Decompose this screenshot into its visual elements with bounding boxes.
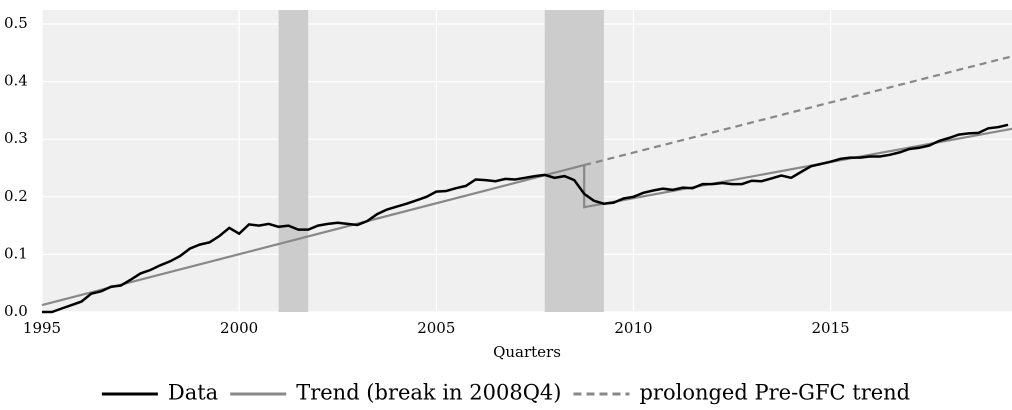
shaded-period [278,10,309,312]
x-tick-label: 2010 [614,319,652,337]
x-tick-label: 2015 [812,319,850,337]
x-axis-label: Quarters [493,343,561,361]
x-tick-label: 2000 [220,319,258,337]
plot-area [42,10,1012,312]
y-tick-label: 0.4 [4,72,28,90]
y-tick-label: 0.5 [4,14,28,32]
y-tick-label: 0.0 [4,302,28,320]
y-tick-label: 0.1 [4,244,28,262]
x-tick-label: 1995 [23,319,61,337]
x-tick-label: 2005 [417,319,455,337]
y-tick-label: 0.3 [4,129,28,147]
series-line [41,127,1012,307]
shaded-period [544,10,604,312]
series-line [42,123,1009,314]
legend-label: Trend (break in 2008Q4) [296,381,561,405]
series-line [583,55,1012,167]
legend-label: prolonged Pre-GFC trend [639,381,910,405]
legend-label: Data [168,381,218,405]
y-tick-label: 0.2 [4,187,28,205]
legend: Data Trend (break in 2008Q4) prolonged Pre… [101,381,910,405]
